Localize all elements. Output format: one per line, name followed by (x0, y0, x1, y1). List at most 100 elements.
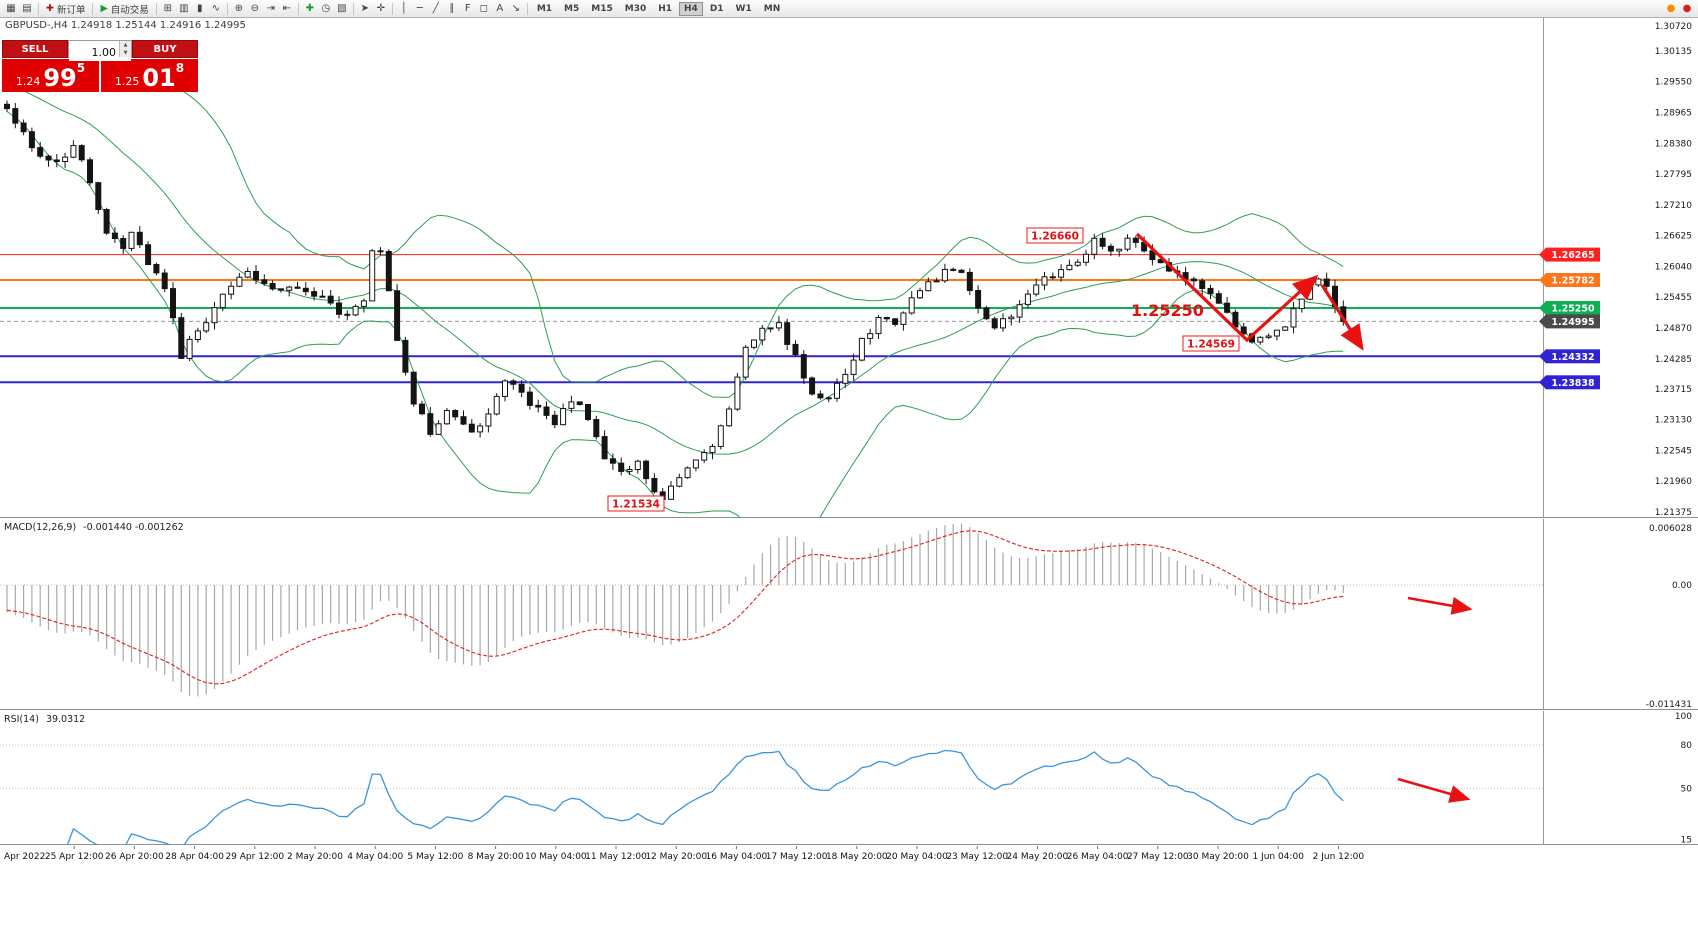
trend-arrow[interactable] (1135, 232, 1319, 343)
zoom-in-icon[interactable]: ⊕ (234, 3, 243, 14)
text-label-icon[interactable]: A (496, 3, 504, 14)
timeframe-m1-button[interactable]: M1 (536, 3, 553, 14)
time-axis[interactable]: Apr 2022 25 Apr 12:00 26 Apr 20:00 28 Apr 0… (0, 846, 1698, 864)
bear-candle (643, 460, 650, 480)
price-axis-label: 1.24285 (1655, 355, 1692, 365)
bull-candle (244, 271, 251, 278)
bear-candle (543, 406, 550, 416)
bear-candle (253, 271, 259, 281)
bear-candle (468, 423, 475, 433)
timeframe-m30-button[interactable]: M30 (624, 3, 647, 14)
price-badge (1546, 301, 1600, 315)
timeframe-h4-button[interactable]: H4 (679, 1, 703, 16)
price-badge-notch (1539, 375, 1546, 390)
main-chart-pane[interactable]: 1.26660 1.25250 1.24569 1.21534 1.30720 1.301… (0, 18, 1698, 518)
shapes-icon[interactable]: ◻ (479, 3, 488, 14)
price-badge-notch (1539, 301, 1546, 315)
trend-arrow[interactable] (1320, 284, 1364, 351)
rsi-trend-arrow[interactable] (1397, 777, 1471, 803)
sell-button[interactable]: SELL (2, 40, 68, 58)
time-axis-label: 23 May 12:00 (946, 852, 1008, 862)
bear-candle (983, 307, 990, 320)
auto-scroll-icon[interactable]: ⇥ (266, 3, 275, 14)
periods-icon[interactable]: ◷ (321, 3, 331, 14)
bear-candle (87, 159, 93, 184)
price-annotation[interactable]: 1.21534 (612, 499, 660, 511)
horizontal-line-icon[interactable]: ─ (416, 3, 423, 14)
tile-windows-icon[interactable]: ⊞ (163, 3, 172, 14)
bull-candle (1024, 293, 1031, 306)
volume-decrease-button[interactable]: ▼ (120, 49, 131, 57)
toolbar-separator (155, 2, 157, 15)
line-chart-icon[interactable]: ∿ (211, 3, 220, 14)
chart-title: GBPUSD-,H4 1.24918 1.25144 1.24916 1.249… (5, 20, 246, 31)
autotrading-button[interactable]: ▶ 自动交易 (96, 1, 152, 17)
price-badge-value: 1.24995 (1551, 317, 1594, 328)
bull-candle (767, 327, 774, 330)
bear-candle (4, 103, 10, 110)
time-axis-label: 5 May 12:00 (407, 852, 463, 862)
buy-button[interactable]: BUY (132, 40, 198, 58)
bull-candle (128, 231, 135, 249)
bull-candle (701, 452, 708, 461)
equidistant-channel-icon[interactable]: ∥ (449, 3, 455, 14)
price-axis-label: 1.26625 (1655, 232, 1692, 242)
price-annotation-box[interactable] (1182, 335, 1240, 352)
bear-candle (1107, 245, 1114, 252)
trendline-icon[interactable]: ╱ (432, 3, 439, 14)
bar-chart-icon[interactable]: ▥ (179, 3, 189, 14)
rsi-pane[interactable]: 100 80 50 15 RSI(14) 39.0312 (0, 711, 1698, 845)
price-axis-label: 1.29550 (1655, 78, 1692, 88)
crosshair-icon[interactable]: ✛ (376, 3, 385, 14)
timeframe-w1-button[interactable]: W1 (735, 3, 752, 14)
bear-candle (576, 401, 583, 405)
bull-candle (668, 485, 674, 500)
price-annotation-box[interactable] (607, 495, 665, 512)
macd-pane[interactable]: 0.006028 0.00 -0.011431 MACD(12,26,9) -0.00… (0, 519, 1698, 710)
price-annotation-box[interactable] (1026, 227, 1084, 244)
sell-price-tile[interactable]: 1.24 99 5 (2, 59, 99, 92)
indicators-icon[interactable]: ✚ (305, 3, 314, 14)
vertical-line-icon[interactable]: │ (400, 3, 407, 14)
new-chart-icon[interactable]: ▦ (6, 3, 16, 14)
volume-field[interactable]: ▲ ▼ (68, 40, 132, 61)
bull-candle (443, 410, 450, 425)
rsi-name: RSI(14) (4, 714, 39, 725)
volume-increase-button[interactable]: ▲ (120, 41, 131, 49)
chart-profiles-icon[interactable]: ▤ (22, 3, 32, 14)
templates-icon[interactable]: ▧ (337, 3, 347, 14)
timeframe-d1-button[interactable]: D1 (709, 3, 724, 14)
fibonacci-icon[interactable]: F (464, 3, 471, 14)
bull-candle (369, 250, 376, 302)
macd-svg: 0.006028 0.00 -0.011431 (0, 519, 1692, 710)
bear-candle (1207, 287, 1214, 295)
zoom-out-icon[interactable]: ⊖ (250, 3, 259, 14)
bull-candle (1000, 318, 1006, 329)
bull-candle (1058, 269, 1065, 278)
volume-input[interactable] (69, 44, 131, 61)
price-axis-label: 1.24870 (1655, 324, 1692, 334)
bull-candle (850, 359, 857, 375)
alerts-icon[interactable]: ● (1666, 3, 1676, 14)
bull-candle (941, 268, 948, 282)
cursor-icon[interactable]: ➤ (360, 3, 369, 14)
price-annotation[interactable]: 1.25250 (1131, 301, 1204, 320)
candlestick-chart-icon[interactable]: ▮ (197, 3, 203, 14)
arrow-objects-icon[interactable]: ↘ (511, 3, 520, 14)
price-annotation[interactable]: 1.24569 (1187, 339, 1235, 351)
chart-shift-icon[interactable]: ⇤ (282, 3, 291, 14)
timeframe-h1-button[interactable]: H1 (658, 3, 673, 14)
buy-price-tile[interactable]: 1.25 01 8 (101, 59, 198, 92)
price-annotation[interactable]: 1.26660 (1031, 231, 1079, 243)
buy-price-prefix: 1.25 (114, 75, 140, 88)
news-icon[interactable]: ● (1682, 3, 1692, 14)
timeframe-m15-button[interactable]: M15 (591, 3, 613, 14)
volume-spinner: ▲ ▼ (119, 41, 131, 57)
new-order-button[interactable]: ✚ 新订单 (42, 1, 89, 17)
buy-price-pip: 8 (175, 61, 185, 75)
time-axis-svg: Apr 2022 25 Apr 12:00 26 Apr 20:00 28 Apr 0… (4, 846, 1364, 862)
macd-trend-arrow[interactable] (1407, 596, 1473, 615)
timeframe-mn-button[interactable]: MN (763, 3, 781, 14)
timeframe-m5-button[interactable]: M5 (564, 3, 580, 14)
